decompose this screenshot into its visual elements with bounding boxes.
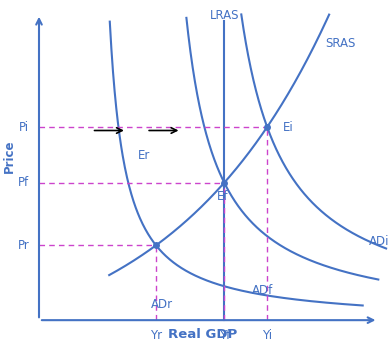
Text: SRAS: SRAS	[326, 37, 356, 49]
Text: LRAS: LRAS	[209, 9, 239, 22]
Text: Yf: Yf	[219, 329, 230, 342]
Text: ADi: ADi	[369, 235, 389, 248]
Text: Yi: Yi	[262, 329, 272, 342]
Text: ADr: ADr	[151, 298, 173, 310]
Text: ADf: ADf	[252, 284, 273, 296]
Text: Pf: Pf	[18, 176, 29, 189]
Text: Price: Price	[3, 140, 16, 173]
Text: Pi: Pi	[19, 120, 29, 134]
Text: Er: Er	[138, 149, 150, 162]
Text: Pr: Pr	[18, 239, 29, 252]
Text: Yr: Yr	[150, 329, 162, 342]
Text: Ef: Ef	[216, 190, 228, 203]
Text: Ei: Ei	[283, 120, 294, 134]
Text: Real GDP: Real GDP	[168, 328, 238, 341]
